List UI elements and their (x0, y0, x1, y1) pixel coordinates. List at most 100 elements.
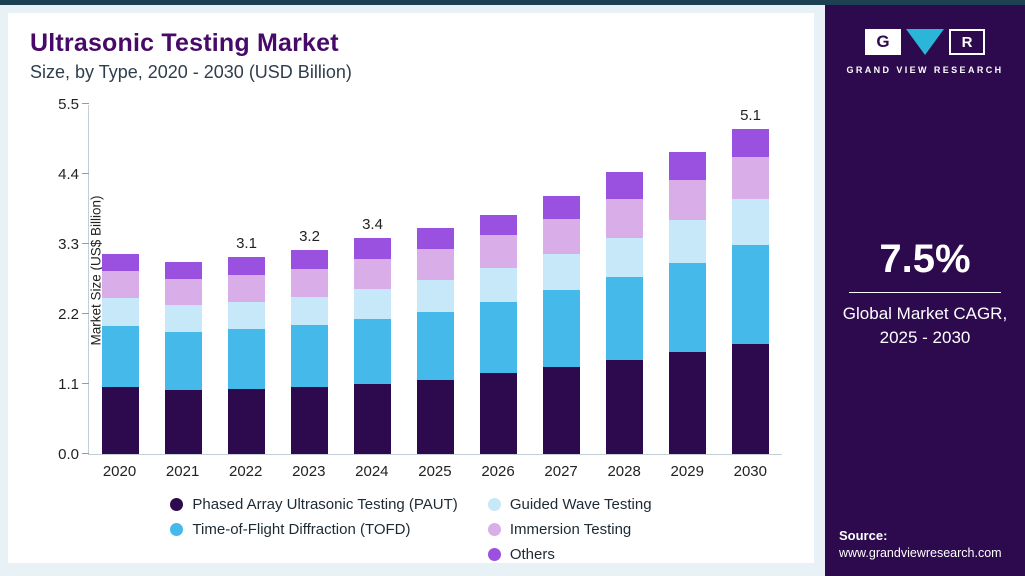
bar-segment (354, 288, 391, 320)
bar-segment (354, 384, 391, 454)
legend-item: Others (487, 546, 652, 563)
bar-segment (102, 253, 139, 272)
bar-segment (354, 319, 391, 384)
bar-segment (102, 387, 139, 454)
x-tick-label: 2021 (165, 463, 200, 480)
bar-segment (228, 329, 265, 390)
bar-segment (291, 387, 328, 454)
x-axis-labels: 2020 2021 2022 2023 2024 2025 2026 2027 2028 2029… (88, 463, 782, 480)
bar-segment (165, 261, 202, 280)
legend-label: Phased Array Ultrasonic Testing (PAUT) (192, 496, 458, 513)
legend-label: Guided Wave Testing (509, 496, 652, 513)
x-tick-label: 2025 (418, 463, 452, 480)
bar-segment (291, 325, 328, 388)
bar-segment (669, 179, 706, 221)
bar-segment (480, 235, 517, 269)
source-label: Source: (839, 528, 888, 543)
bar-segment (732, 245, 769, 344)
bar-stack (732, 129, 769, 454)
legend-item: Guided Wave Testing (487, 496, 652, 513)
cagr-label-line2: 2025 - 2030 (879, 327, 971, 347)
bar-2027 (532, 105, 592, 454)
y-tick-label: 3.3 (58, 236, 79, 253)
legend-dot-icon (487, 548, 501, 561)
page-subtitle: Size, by Type, 2020 - 2030 (USD Billion) (30, 62, 352, 82)
cagr-value: 7.5% (879, 237, 971, 281)
bar-segment (165, 331, 202, 391)
x-tick-label: 2030 (733, 463, 767, 480)
x-tick-label: 2024 (355, 463, 389, 480)
bar-2028 (595, 105, 655, 454)
legend-item: Immersion Testing (487, 521, 652, 538)
bar-stack (417, 228, 454, 454)
bar-segment (291, 296, 328, 326)
bar-stack (669, 151, 706, 454)
bar-stack (543, 196, 580, 454)
bar-segment (543, 366, 580, 454)
bar-segment (480, 301, 517, 374)
bar-segment (228, 256, 265, 276)
legend: Phased Array Ultrasonic Testing (PAUT) Ti… (30, 496, 792, 563)
bar-segment (543, 254, 580, 291)
bar-segment (669, 151, 706, 180)
bar-stack (606, 172, 643, 454)
bar-segment (417, 280, 454, 313)
bar-2021 (154, 105, 214, 454)
x-tick-label: 2026 (481, 463, 515, 480)
y-tick-label: 5.5 (58, 96, 79, 113)
bar-segment (354, 237, 391, 260)
bar-total-label: 3.4 (362, 215, 383, 233)
bar-2029 (658, 105, 718, 454)
y-tick-mark (82, 383, 89, 384)
bar-segment (606, 277, 643, 360)
legend-dot-icon (170, 498, 184, 511)
bar-stack (165, 261, 202, 454)
y-tick-mark (82, 173, 89, 174)
bar-2025 (406, 105, 466, 454)
legend-item: Time-of-Flight Diffraction (TOFD) (170, 521, 457, 538)
legend-label: Others (509, 546, 555, 563)
bar-segment (606, 199, 643, 238)
source-block: Source: www.grandviewresearch.com (839, 528, 1002, 560)
legend-dot-icon (170, 523, 184, 536)
y-tick-label: 2.2 (58, 306, 79, 323)
x-tick-label: 2022 (229, 463, 263, 480)
bar-2023: 3.2 (280, 105, 340, 454)
bar-segment (417, 228, 454, 250)
brand-logo: G R GRAND VIEW RESEARCH (825, 29, 1025, 75)
legend-item: Phased Array Ultrasonic Testing (PAUT) (170, 496, 458, 513)
bar-segment (165, 279, 202, 306)
bar-segment (102, 271, 139, 299)
bar-segment (606, 172, 643, 200)
bar-stack (354, 237, 391, 454)
x-tick-label: 2029 (670, 463, 704, 480)
bar-total-label: 3.1 (236, 234, 257, 252)
bar-segment (417, 379, 454, 454)
cagr-divider (849, 292, 1001, 293)
x-tick-label: 2020 (102, 463, 137, 480)
bar-segment (102, 326, 139, 388)
bar-segment (669, 263, 706, 353)
bar-segment (669, 220, 706, 264)
legend-dot-icon (487, 523, 501, 536)
bar-stack (228, 256, 265, 454)
logo-g-icon: G (865, 29, 901, 55)
bar-2022: 3.1 (217, 105, 277, 454)
bar-segment (291, 250, 328, 270)
bar-stack (291, 250, 328, 454)
bar-segment (165, 390, 202, 454)
bar-2030: 5.1 (721, 105, 781, 454)
bar-segment (543, 196, 580, 219)
bar-segment (480, 373, 517, 454)
top-accent-bar (0, 0, 1025, 5)
cagr-label: Global Market CAGR, 2025 - 2030 (825, 302, 1025, 350)
y-tick-label: 1.1 (58, 376, 79, 393)
bar-segment (669, 352, 706, 454)
bar-segment (543, 290, 580, 367)
page-title: Ultrasonic Testing Market (30, 29, 339, 57)
brand-logo-shapes: G R (825, 29, 1025, 57)
bar-segment (228, 301, 265, 330)
bar-total-label: 5.1 (740, 107, 761, 125)
x-tick-label: 2023 (292, 463, 326, 480)
sidebar: G R GRAND VIEW RESEARCH 7.5% Global Mark… (825, 5, 1025, 576)
